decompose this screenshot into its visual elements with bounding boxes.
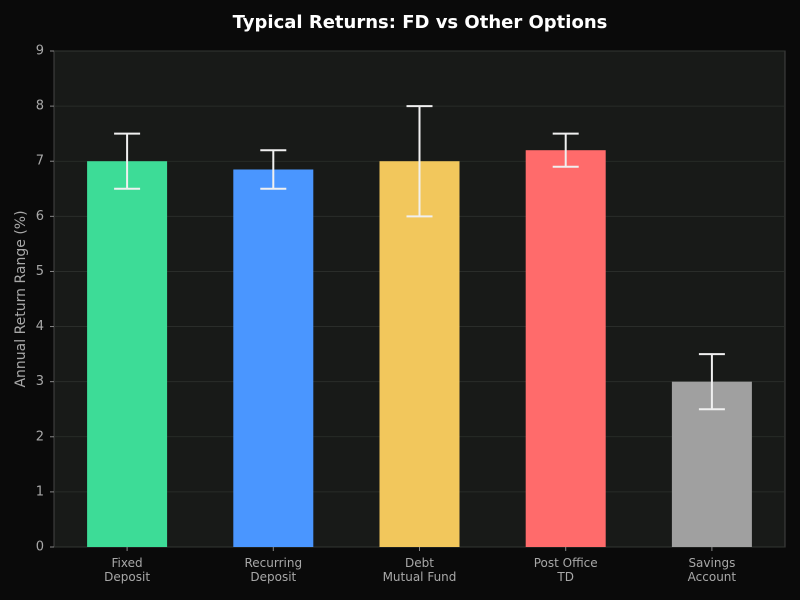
bar [525,150,606,547]
error-bar [406,105,433,218]
y-tick-label: 5 [36,264,44,279]
y-tick-label: 7 [36,154,44,169]
y-tick-label: 0 [36,540,44,555]
error-bar [114,132,141,190]
bar [379,161,460,547]
error-bar [552,132,579,168]
y-tick-label: 2 [36,429,44,444]
y-tick-label: 3 [36,374,44,389]
y-tick-label: 6 [36,209,44,224]
error-bar [260,149,287,190]
y-tick-label: 1 [36,484,44,499]
x-tick-label: Recurring Deposit [244,556,303,584]
y-tick-label: 8 [36,99,44,114]
x-tick-label: Post Office TD [533,556,598,584]
error-bar [698,353,725,411]
x-tick-label: Savings Account [687,556,737,584]
bar [233,169,314,547]
bar [87,161,168,547]
x-tick-label: Fixed Deposit [104,556,151,584]
x-tick-label: Debt Mutual Fund [382,556,457,584]
chart-title: Typical Returns: FD vs Other Options [233,12,608,33]
y-tick-label: 9 [36,44,44,59]
y-axis-label: Annual Return Range (%) [13,210,29,387]
y-tick-label: 4 [36,319,44,334]
